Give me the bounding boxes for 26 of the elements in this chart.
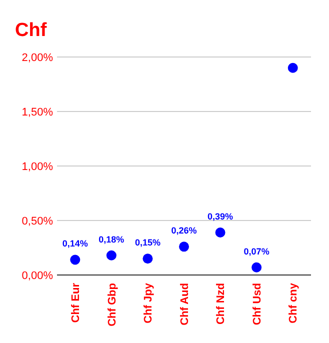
point xyxy=(106,250,116,260)
y-tick-label: 2,00% xyxy=(22,52,54,64)
point xyxy=(142,254,153,264)
data-label: 0,07% xyxy=(244,246,270,256)
x-tick-label: Chf cny xyxy=(288,282,300,324)
data-label: 0,26% xyxy=(171,226,197,236)
y-tick-label: 0,50% xyxy=(22,215,54,228)
x-tick-label: Chf Usd xyxy=(251,283,264,326)
data-label: 0,39% xyxy=(208,211,234,222)
x-tick-label: Chf Gbp xyxy=(106,282,118,326)
point xyxy=(179,242,189,252)
y-tick-label: 1,50% xyxy=(22,106,54,118)
data-label: 0,18% xyxy=(98,234,124,244)
point xyxy=(70,254,80,265)
point xyxy=(215,227,226,238)
x-tick-label: Chf Eur xyxy=(70,282,82,323)
y-tick-label: 1,00% xyxy=(22,160,54,173)
data-label: 0,15% xyxy=(134,238,160,248)
x-tick-label: Chf Jpy xyxy=(142,282,155,324)
point xyxy=(252,262,262,272)
x-tick-label: Chf Nzd xyxy=(215,283,228,325)
x-tick-label: Chf Aud xyxy=(178,283,191,326)
data-label: 0,14% xyxy=(62,238,88,249)
chart-title: Chf xyxy=(15,20,48,41)
point xyxy=(288,62,298,73)
y-tick-label: 0,00% xyxy=(22,270,54,282)
